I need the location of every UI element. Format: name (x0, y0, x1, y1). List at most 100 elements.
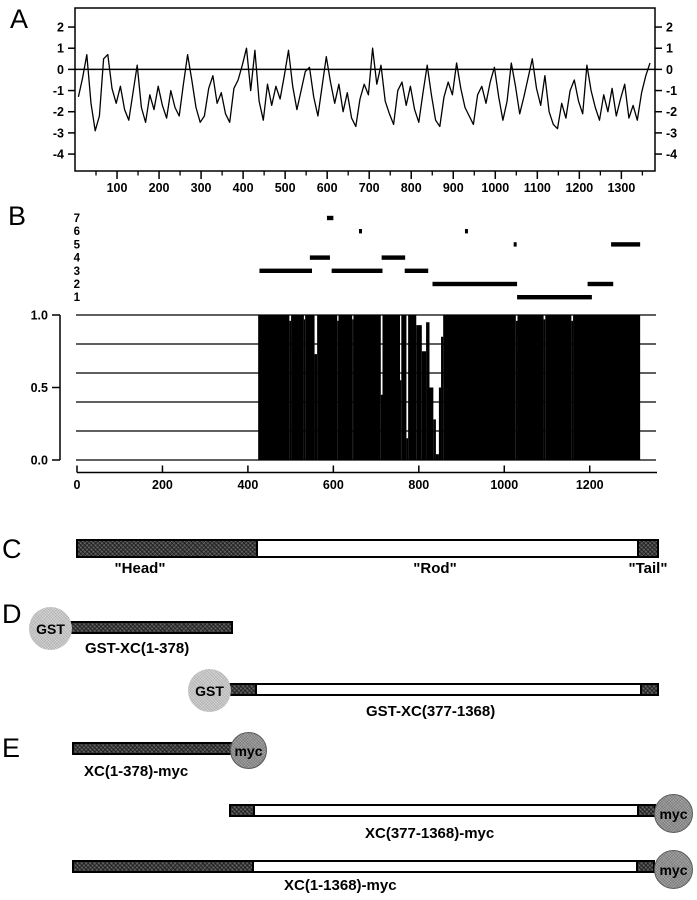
rod-domain-segment (258, 541, 637, 556)
gst-tag-text: GST (36, 620, 65, 637)
svg-text:0: 0 (666, 63, 673, 77)
svg-text:200: 200 (152, 478, 173, 492)
coiled-coil-window-bar (517, 295, 592, 300)
svg-text:1000: 1000 (490, 478, 518, 492)
tail-label: "Tail" (628, 560, 668, 577)
gst-tag-circle: GST (188, 669, 231, 712)
svg-text:-2: -2 (53, 105, 64, 119)
myc-tag-text: myc (234, 742, 263, 759)
construct-bar-full-myc (72, 860, 655, 873)
rod-segment (254, 862, 636, 871)
svg-text:1300: 1300 (607, 181, 635, 195)
plot-frame (74, 7, 656, 172)
panel-d-letter: D (2, 599, 22, 629)
construct-label-rod-myc: XC(377-1368)-myc (365, 825, 495, 842)
svg-text:4: 4 (74, 253, 81, 265)
coiled-coil-window-bar (404, 268, 429, 273)
construct-bar-gst-rod (229, 683, 659, 696)
rod-label: "Rod" (413, 560, 457, 577)
svg-text:0: 0 (57, 63, 64, 77)
tail-domain-segment (637, 541, 657, 556)
svg-text:1200: 1200 (576, 478, 604, 492)
tail-segment (640, 685, 657, 694)
gst-tag-text: GST (195, 682, 224, 699)
svg-text:1200: 1200 (565, 181, 593, 195)
svg-text:1: 1 (74, 292, 81, 304)
tail-segment (636, 862, 653, 871)
svg-text:-3: -3 (666, 126, 677, 140)
svg-text:-1: -1 (53, 84, 64, 98)
panel-a-letter: A (10, 4, 29, 34)
construct-bar-gst-head (70, 621, 233, 634)
panel-c-letter: C (2, 534, 22, 564)
coiled-coil-window-bar (513, 242, 517, 247)
construct-bar-rod-myc (229, 804, 656, 817)
x-axis: 100 200 300 400 500 600 700 800 900 1000 1100 1200 1… (95, 171, 644, 195)
svg-text:-4: -4 (666, 148, 677, 162)
svg-text:-4: -4 (53, 148, 64, 162)
svg-text:0.0: 0.0 (31, 454, 48, 468)
myc-tag-circle: myc (230, 732, 267, 769)
svg-text:900: 900 (443, 181, 464, 195)
plot-a (74, 7, 656, 172)
coiled-coil-window-bar (381, 255, 406, 260)
junction-segment (231, 806, 255, 815)
head-label: "Head" (114, 560, 166, 577)
construct-label-gst-head: GST-XC(1-378) (85, 640, 190, 657)
svg-text:800: 800 (408, 478, 429, 492)
svg-text:400: 400 (233, 181, 254, 195)
gst-tag-circle: GST (29, 607, 72, 650)
coiled-coil-window-bar (432, 281, 518, 287)
coiled-coil-window-bar (464, 229, 468, 234)
myc-tag-text: myc (659, 861, 688, 878)
svg-text:3: 3 (74, 266, 80, 278)
head-domain-segment (78, 541, 258, 556)
svg-text:0: 0 (74, 478, 81, 492)
y-axes: 2 2 1 1 0 0 -1 -1 -2 -2 -3 -3 -4 -4 (53, 21, 677, 162)
myc-tag-circle: myc (654, 794, 693, 833)
svg-text:600: 600 (323, 478, 344, 492)
coiled-coil-window-bar (359, 229, 362, 234)
svg-text:-3: -3 (53, 126, 64, 140)
construct-label-full-myc: XC(1-1368)-myc (284, 877, 397, 894)
construct-label-head-myc: XC(1-378)-myc (84, 763, 189, 780)
svg-text:800: 800 (401, 181, 422, 195)
domain-map-bar (76, 539, 659, 558)
svg-text:0.5: 0.5 (31, 381, 48, 395)
junction-segment (231, 685, 257, 694)
hydropathy-trace (77, 47, 651, 132)
myc-tag-text: myc (659, 805, 688, 822)
rod-segment (257, 685, 640, 694)
panel-b-letter: B (8, 201, 27, 231)
svg-text:-1: -1 (666, 84, 677, 98)
coiled-coil-window-bar (331, 268, 383, 273)
svg-text:200: 200 (149, 181, 170, 195)
coiled-coil-window-bar (259, 268, 312, 273)
svg-text:5: 5 (74, 239, 81, 251)
construct-label-gst-rod: GST-XC(377-1368) (366, 703, 496, 720)
svg-text:2: 2 (57, 21, 64, 35)
svg-text:1000: 1000 (481, 181, 509, 195)
svg-text:1.0: 1.0 (31, 309, 48, 323)
svg-text:500: 500 (275, 181, 296, 195)
x-axis: 0 200 400 600 800 1000 1200 (74, 465, 657, 492)
svg-text:2: 2 (666, 21, 673, 35)
svg-text:2: 2 (74, 279, 80, 291)
svg-text:700: 700 (359, 181, 380, 195)
svg-text:1: 1 (57, 42, 64, 56)
tail-segment (637, 806, 654, 815)
svg-text:1100: 1100 (524, 181, 551, 195)
svg-text:7: 7 (74, 213, 80, 225)
coiled-coil-window-bar (326, 215, 334, 221)
rod-segment (255, 806, 637, 815)
head-segment (74, 862, 254, 871)
svg-text:6: 6 (74, 226, 80, 238)
svg-text:400: 400 (237, 478, 258, 492)
y-axis: 1.0 0.5 0.0 (31, 309, 61, 468)
panel-e-letter: E (2, 733, 21, 763)
svg-text:300: 300 (191, 181, 212, 195)
svg-text:1: 1 (666, 42, 673, 56)
probability-area (258, 315, 641, 460)
